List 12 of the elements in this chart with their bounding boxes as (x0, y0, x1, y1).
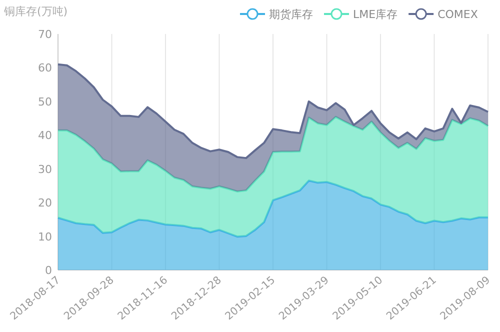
y-axis-title: 铜库存(万吨) (3, 5, 68, 18)
y-tick-label: 60 (38, 62, 52, 75)
y-tick-label: 0 (45, 264, 52, 277)
y-tick-label: 10 (38, 230, 52, 244)
y-tick-label: 40 (38, 129, 52, 142)
y-tick-label: 30 (38, 162, 52, 176)
y-tick-label: 50 (38, 95, 52, 108)
y-tick-label: 20 (38, 196, 52, 210)
legend-label: 期货库存 (269, 8, 313, 21)
legend-label: COMEX (438, 8, 478, 21)
y-tick-label: 70 (38, 28, 52, 41)
legend-label: LME库存 (353, 8, 398, 21)
